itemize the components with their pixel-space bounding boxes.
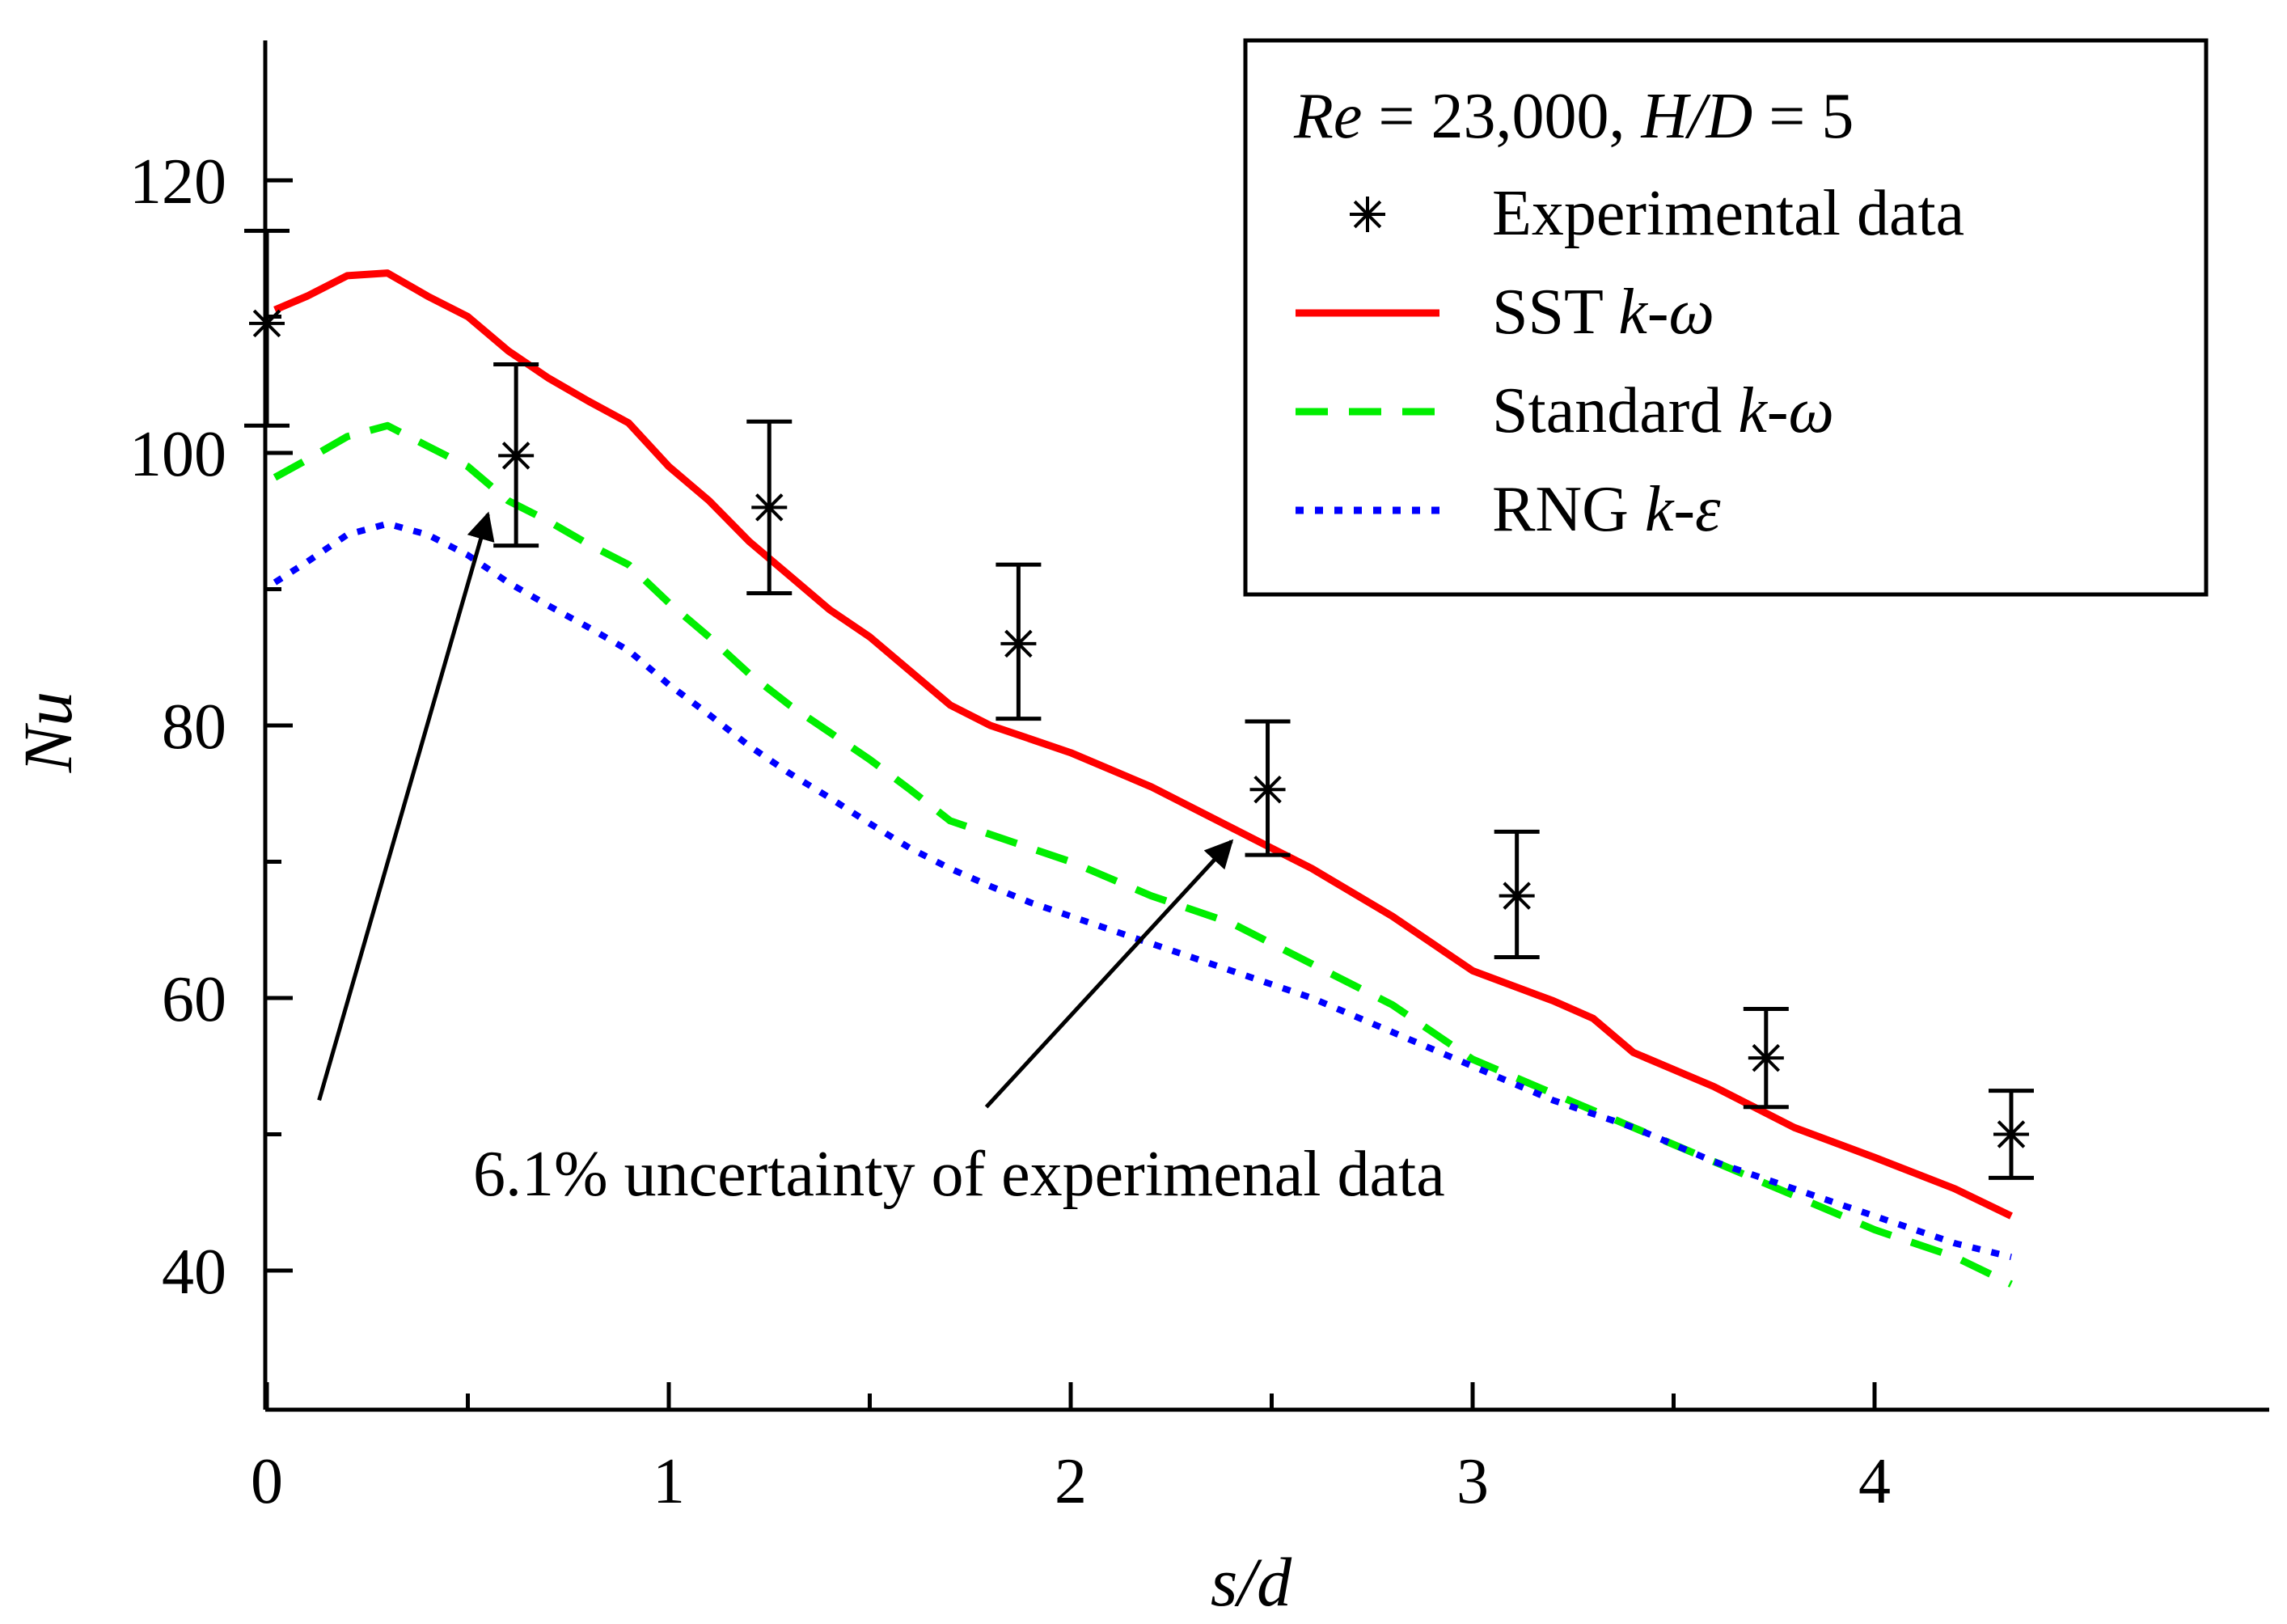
x-tick-label: 1 xyxy=(653,1446,685,1517)
asterisk-stroke xyxy=(755,493,784,522)
experimental-point xyxy=(746,419,793,596)
asterisk-stroke xyxy=(501,442,531,470)
asterisk-stroke xyxy=(1997,1120,2026,1148)
experimental-point xyxy=(493,362,539,548)
legend-label-part: Standard xyxy=(1492,375,1738,446)
y-axis-label: Nu xyxy=(9,691,87,773)
asterisk-stroke xyxy=(1353,200,1382,229)
legend-label-series-1: SST k-ω xyxy=(1492,277,1714,348)
legend-label-part: k-ω xyxy=(1618,277,1714,348)
experimental-data-layer xyxy=(244,228,2034,1180)
experimental-point xyxy=(1743,1006,1789,1110)
annotation: 6.1% uncertainty of experimenal data xyxy=(317,511,1445,1210)
asterisk-stroke xyxy=(252,309,281,338)
legend-title: Re = 23,000, H/D = 5 xyxy=(1293,81,1854,152)
annotation-arrow xyxy=(317,511,495,1102)
legend-label-experimental: Experimental data xyxy=(1492,178,1964,249)
legend-box xyxy=(1243,38,2209,597)
experimental-point xyxy=(996,562,1042,721)
legend-label-part: SST xyxy=(1492,277,1618,348)
series-line-2 xyxy=(273,421,2013,1288)
y-tick-label: 60 xyxy=(162,964,226,1035)
series-layer xyxy=(273,269,2013,1288)
asterisk-stroke xyxy=(1503,882,1531,910)
x-tick-label: 0 xyxy=(251,1446,283,1517)
experimental-point xyxy=(1494,829,1540,959)
legend: Re = 23,000, H/D = 5 Experimental data SS… xyxy=(1243,38,2209,597)
asterisk-stroke xyxy=(1253,775,1282,804)
asterisk-stroke xyxy=(1752,1043,1781,1072)
series-line-1 xyxy=(273,269,2013,1220)
legend-label-series-2: Standard k-ω xyxy=(1492,375,1834,446)
experimental-point xyxy=(1245,719,1291,857)
asterisk-stroke xyxy=(1004,629,1033,658)
y-tick-label: 80 xyxy=(162,691,226,763)
annotation-text: 6.1% uncertainty of experimenal data xyxy=(473,1139,1445,1210)
experimental-point xyxy=(1988,1089,2034,1180)
legend-key-experimental xyxy=(1350,197,1385,232)
legend-title-part: H/D xyxy=(1641,81,1753,152)
y-tick-label: 100 xyxy=(129,419,226,490)
legend-title-part: = 23,000, xyxy=(1362,81,1641,152)
legend-title-part: = 5 xyxy=(1752,81,1854,152)
x-tick-label: 3 xyxy=(1456,1446,1489,1517)
legend-label-part: RNG xyxy=(1492,474,1645,545)
y-tick-label: 120 xyxy=(129,146,226,218)
legend-title-part: Re xyxy=(1293,81,1362,152)
x-tick-label: 2 xyxy=(1055,1446,1087,1517)
y-tick-label: 40 xyxy=(162,1237,226,1308)
ticks: 0 1 2 3 4 40 60 80 100 120 xyxy=(129,146,1891,1517)
legend-label-part: k-ω xyxy=(1738,375,1834,446)
experimental-point xyxy=(244,228,290,428)
series-line-3 xyxy=(273,520,2012,1261)
legend-label-series-3: RNG k-ε xyxy=(1492,474,1721,545)
annotation-arrow xyxy=(984,839,1234,1109)
x-axis-label: s/d xyxy=(1211,1543,1292,1621)
x-tick-label: 4 xyxy=(1858,1446,1891,1517)
legend-label-part: k-ε xyxy=(1645,474,1721,545)
